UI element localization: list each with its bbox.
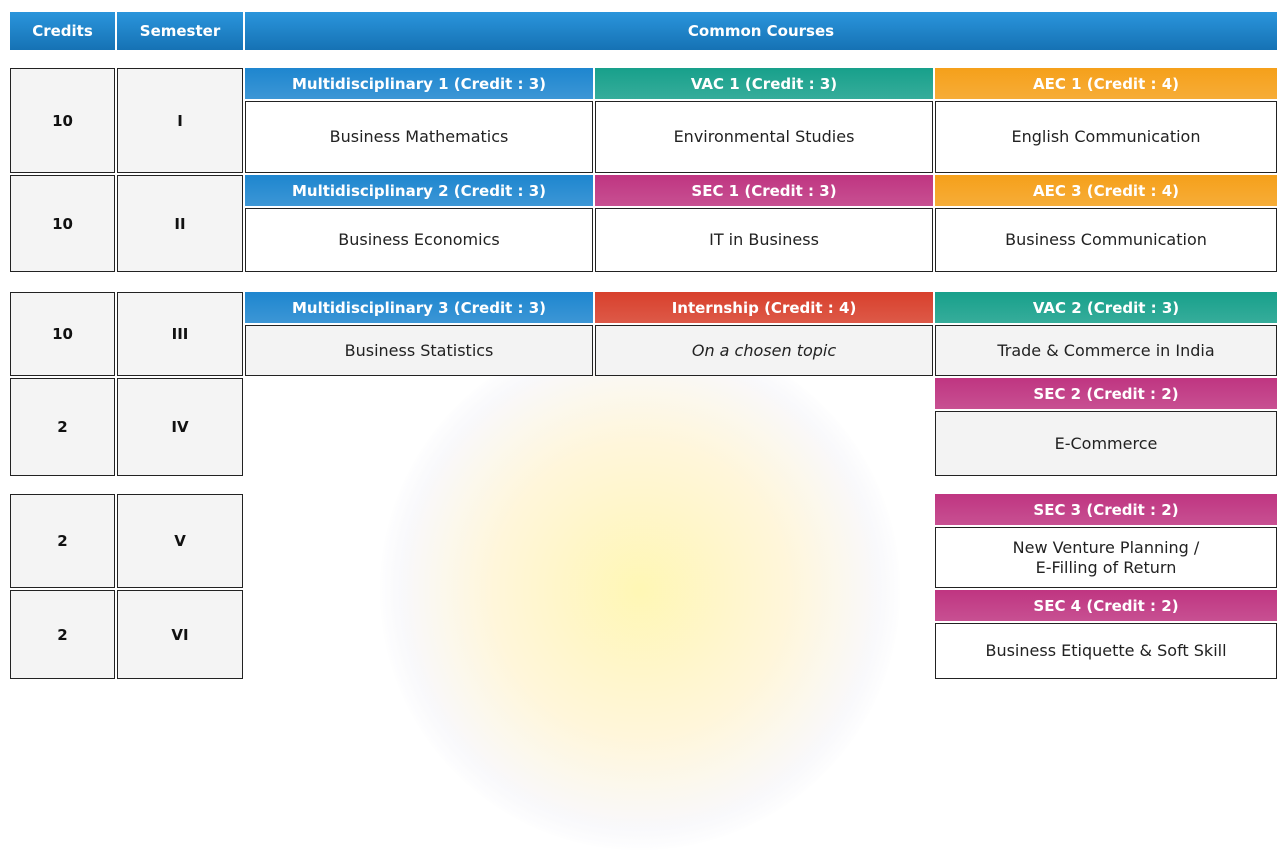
course-name: Business Statistics xyxy=(245,325,593,376)
semester-cell: III xyxy=(117,292,243,376)
course-name: English Communication xyxy=(935,101,1277,173)
course-heading: Multidisciplinary 3 (Credit : 3) xyxy=(245,292,593,325)
watermark xyxy=(380,330,900,850)
semester-cell: VI xyxy=(117,590,243,679)
course-heading: SEC 2 (Credit : 2) xyxy=(935,378,1277,411)
credits-cell: 2 xyxy=(10,494,115,588)
course-name: On a chosen topic xyxy=(595,325,933,376)
course-name: Business Communication xyxy=(935,208,1277,272)
course-name: Business Economics xyxy=(245,208,593,272)
course-name: IT in Business xyxy=(595,208,933,272)
course-heading: SEC 4 (Credit : 2) xyxy=(935,590,1277,623)
course-heading: VAC 1 (Credit : 3) xyxy=(595,68,933,101)
page: Credits Semester Common Courses (() => {… xyxy=(10,12,1277,850)
course-heading: AEC 1 (Credit : 4) xyxy=(935,68,1277,101)
credits-cell: 10 xyxy=(10,175,115,272)
header-credits: Credits xyxy=(10,12,115,50)
course-heading: Multidisciplinary 1 (Credit : 3) xyxy=(245,68,593,101)
course-name: Trade & Commerce in India xyxy=(935,325,1277,376)
course-heading: SEC 3 (Credit : 2) xyxy=(935,494,1277,527)
semester-cell: IV xyxy=(117,378,243,476)
semester-cell: I xyxy=(117,68,243,173)
course-heading: Internship (Credit : 4) xyxy=(595,292,933,325)
credits-cell: 2 xyxy=(10,378,115,476)
course-name: E-Commerce xyxy=(935,411,1277,476)
course-name: New Venture Planning / E-Filling of Retu… xyxy=(935,527,1277,588)
course-name: Environmental Studies xyxy=(595,101,933,173)
header-semester: Semester xyxy=(117,12,243,50)
credits-cell: 10 xyxy=(10,292,115,376)
course-heading: VAC 2 (Credit : 3) xyxy=(935,292,1277,325)
semester-cell: V xyxy=(117,494,243,588)
course-heading: Multidisciplinary 2 (Credit : 3) xyxy=(245,175,593,208)
course-name: Business Etiquette & Soft Skill xyxy=(935,623,1277,679)
credits-cell: 2 xyxy=(10,590,115,679)
header-common-courses: Common Courses xyxy=(245,12,1277,50)
course-heading: AEC 3 (Credit : 4) xyxy=(935,175,1277,208)
course-heading: SEC 1 (Credit : 3) xyxy=(595,175,933,208)
credits-cell: 10 xyxy=(10,68,115,173)
semester-cell: II xyxy=(117,175,243,272)
course-name: Business Mathematics xyxy=(245,101,593,173)
